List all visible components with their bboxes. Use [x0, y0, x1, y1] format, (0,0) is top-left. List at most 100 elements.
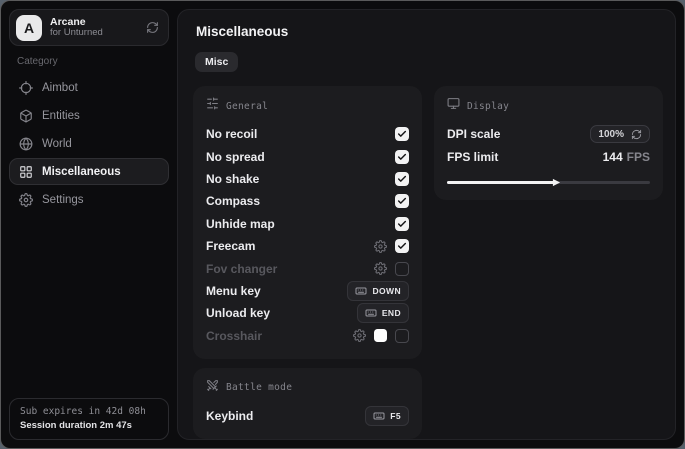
sidebar-item-settings[interactable]: Settings [9, 186, 169, 213]
setting-label: Compass [206, 194, 261, 209]
cards-area: General No recoil No spread No shake Compas… [193, 86, 663, 439]
grid-icon [19, 165, 33, 179]
setting-label: Freecam [206, 239, 256, 254]
fps-limit-unit: FPS [626, 149, 650, 164]
sidebar-item-miscellaneous[interactable]: Miscellaneous [9, 158, 169, 185]
fps-limit-value: 144 [602, 149, 623, 164]
fps-slider-fill [447, 180, 555, 184]
setting-label: Keybind [206, 409, 254, 424]
color-swatch[interactable] [374, 329, 387, 343]
setting-controls [395, 127, 409, 142]
keybind-value: DOWN [372, 285, 401, 296]
app-title: Arcane [50, 16, 86, 28]
sidebar: A Arcane for Unturned Category Aimbot Ent… [1, 1, 177, 448]
setting-label: No shake [206, 171, 260, 186]
page-title: Miscellaneous [196, 24, 289, 39]
checkbox[interactable] [395, 261, 409, 276]
sliders-icon [206, 97, 219, 115]
battle-mode-card: Battle mode Keybind F5 [193, 367, 422, 439]
general-card-title: General [226, 100, 269, 112]
dpi-scale-label: DPI scale [447, 127, 501, 142]
dpi-scale-row: DPI scale 100% [447, 123, 650, 145]
setting-row: No shake [206, 168, 409, 190]
fps-slider[interactable] [447, 177, 650, 188]
sidebar-item-aimbot[interactable]: Aimbot [9, 74, 169, 101]
gear-icon[interactable] [374, 239, 387, 253]
checkbox[interactable] [395, 127, 409, 142]
gear-icon[interactable] [353, 329, 366, 343]
checkbox[interactable] [395, 171, 409, 186]
keyboard-icon [373, 410, 385, 422]
fps-slider-thumb[interactable] [552, 178, 561, 187]
tab-misc[interactable]: Misc [195, 52, 239, 72]
setting-controls [353, 328, 409, 343]
keybind-value: F5 [390, 411, 401, 422]
keybind-badge[interactable]: F5 [365, 406, 409, 427]
setting-controls [395, 149, 409, 164]
setting-controls [374, 239, 409, 254]
sidebar-item-label: Settings [42, 193, 84, 206]
category-label: Category [17, 56, 58, 67]
checkbox[interactable] [395, 216, 409, 231]
logo-card: A Arcane for Unturned [9, 9, 169, 46]
setting-label: No recoil [206, 127, 258, 142]
setting-row: Keybind F5 [206, 405, 409, 427]
cube-icon [19, 109, 33, 123]
checkbox[interactable] [395, 328, 409, 343]
crosshair-icon [19, 80, 33, 95]
general-card: General No recoil No spread No shake Compas… [193, 86, 422, 359]
avatar: A [16, 14, 42, 41]
sub-expires-text: Sub expires in 42d 08h [20, 406, 146, 417]
sidebar-item-label: World [42, 137, 72, 150]
gear-icon[interactable] [374, 262, 387, 276]
setting-row: Crosshair [206, 325, 409, 347]
keybind-badge[interactable]: END [356, 303, 409, 324]
setting-controls [374, 261, 409, 276]
setting-label: Unhide map [206, 216, 275, 231]
tab-bar: Misc [195, 52, 663, 72]
setting-controls: DOWN [347, 280, 409, 301]
checkbox[interactable] [395, 194, 409, 209]
setting-row: No spread [206, 145, 409, 167]
setting-controls [395, 171, 409, 186]
setting-row: No recoil [206, 123, 409, 145]
battle-mode-card-title: Battle mode [226, 382, 293, 394]
logo-text: Arcane for Unturned [50, 16, 103, 39]
setting-controls: F5 [365, 406, 409, 427]
checkbox[interactable] [395, 239, 409, 254]
monitor-icon [447, 97, 460, 115]
fps-limit-row: FPS limit 144 FPS [447, 145, 650, 167]
sidebar-item-world[interactable]: World [9, 130, 169, 157]
setting-row: Menu key DOWN [206, 280, 409, 302]
gear-icon [19, 192, 33, 207]
display-card-header: Display [447, 97, 650, 115]
checkbox[interactable] [395, 149, 409, 164]
sidebar-item-label: Aimbot [42, 81, 78, 94]
display-card: Display DPI scale 100% [434, 86, 663, 200]
swords-icon [206, 379, 219, 397]
main-panel: Miscellaneous Misc General No recoil No s… [177, 9, 676, 440]
setting-controls [395, 194, 409, 209]
setting-controls [395, 216, 409, 231]
session-duration-text: Session duration 2m 47s [20, 420, 132, 431]
keybind-badge[interactable]: DOWN [347, 280, 409, 301]
keyboard-icon [355, 285, 367, 297]
fps-limit-label: FPS limit [447, 149, 499, 164]
refresh-icon[interactable] [146, 21, 159, 34]
dpi-scale-control[interactable]: 100% [590, 125, 650, 144]
battle-mode-card-header: Battle mode [206, 379, 409, 397]
category-nav: Aimbot Entities World Miscellaneous Settings [1, 74, 177, 213]
keybind-value: END [381, 308, 401, 319]
globe-icon [19, 137, 33, 151]
setting-label: Crosshair [206, 328, 263, 343]
setting-row: Freecam [206, 235, 409, 257]
refresh-icon[interactable] [631, 129, 642, 140]
sidebar-item-entities[interactable]: Entities [9, 102, 169, 129]
setting-row: Unhide map [206, 213, 409, 235]
sidebar-item-label: Entities [42, 109, 80, 122]
setting-row: Compass [206, 190, 409, 212]
subscription-card: Sub expires in 42d 08h Session duration … [9, 398, 169, 440]
general-card-header: General [206, 97, 409, 115]
display-card-title: Display [467, 100, 510, 112]
